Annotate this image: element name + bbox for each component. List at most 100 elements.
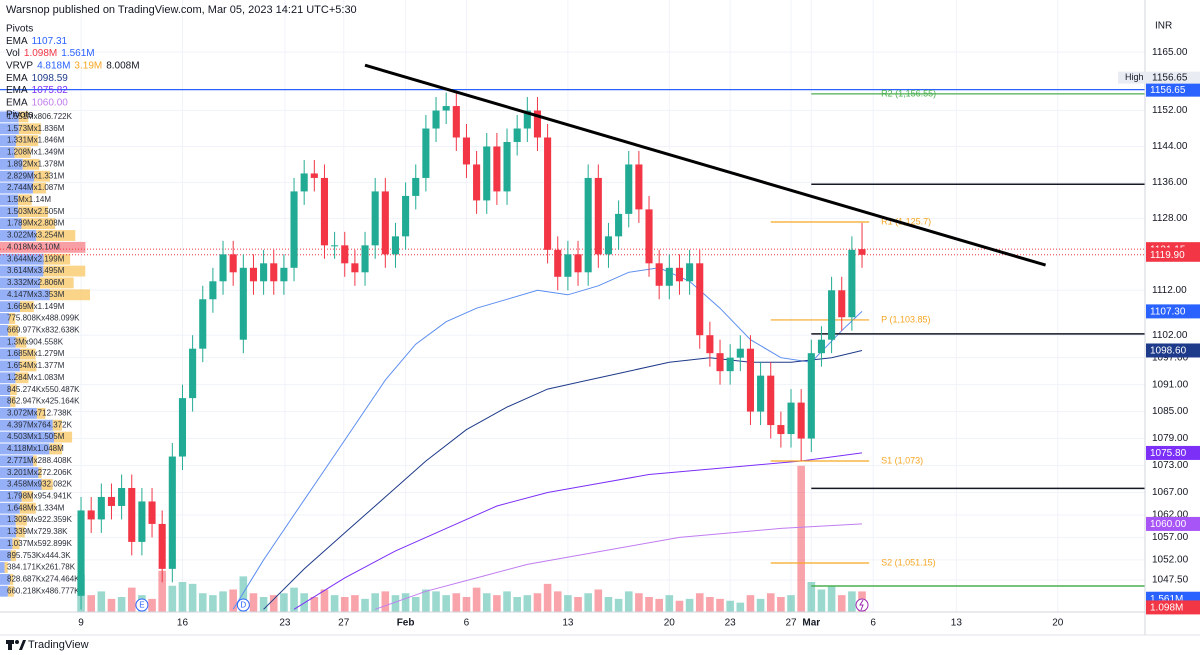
profile-label: 1.339Mx729.38K (7, 527, 68, 536)
x-tick-label: 27 (785, 618, 797, 629)
candle-body (858, 249, 866, 255)
profile-down (49, 289, 90, 301)
volume-bar (391, 595, 400, 612)
high-tag-bg (1118, 71, 1200, 84)
volume-bar (604, 597, 613, 612)
profile-up (0, 147, 15, 158)
profile-up (0, 443, 50, 455)
volume-bar (787, 595, 795, 612)
event-label: E (139, 601, 144, 610)
candle-body (594, 177, 602, 255)
profile-up (0, 336, 16, 348)
candle-body (239, 267, 247, 340)
volume-bar (411, 597, 420, 612)
profile-down (18, 206, 49, 218)
x-tick-label: 23 (725, 618, 737, 629)
candle-body (706, 335, 714, 354)
x-tick-label: 20 (664, 618, 676, 629)
volume-bar (198, 593, 207, 612)
profile-label: 4.503Mx1.505M (7, 432, 65, 441)
candle-body (807, 353, 815, 439)
candle-body (473, 164, 481, 201)
volume-bar (817, 589, 826, 612)
candle-body (493, 146, 501, 192)
profile-label: 669.977Kx832.638K (7, 325, 80, 334)
candle-body (219, 254, 227, 282)
legend-value: 4.818M (37, 61, 70, 72)
volume-bar (746, 595, 755, 612)
volume-bar (685, 598, 694, 612)
profile-down (43, 265, 86, 277)
profile-label: 4.147Mx3.353M (7, 290, 65, 299)
profile-down (7, 585, 14, 597)
x-tick-label: 13 (951, 618, 963, 629)
candle-body (361, 245, 369, 273)
logo-part (15, 640, 19, 644)
y-tick-label: 1091.00 (1152, 379, 1189, 390)
profile-down (15, 514, 27, 526)
profile-down (15, 372, 29, 384)
profile-up (0, 218, 22, 230)
candle-body (523, 110, 531, 129)
candle-body (757, 375, 765, 412)
profile-label: 1.648Mx1.334M (7, 503, 65, 512)
time-axis-bg (0, 612, 1200, 655)
price-axis-bg (1145, 0, 1200, 655)
x-tick-label: 16 (177, 618, 189, 629)
profile-label: 3.644Mx2.199M (7, 254, 65, 263)
candle-body (838, 290, 846, 318)
profile-up (0, 182, 33, 194)
profile-down (54, 431, 73, 443)
volume-bar (827, 585, 836, 612)
candle-body (828, 290, 836, 340)
y-tick-label: 1052.00 (1152, 555, 1189, 566)
price-badge-bg (1146, 343, 1200, 358)
y-tick-label: 1073.00 (1152, 460, 1189, 471)
profile-label: 4.118Mx1.048M (7, 444, 64, 453)
volume-bar (513, 597, 521, 612)
price-badge-bg (1146, 516, 1200, 531)
profile-label: 1.5Mx1.14M (7, 195, 51, 204)
profile-up (0, 241, 49, 253)
volume-bar (574, 597, 582, 612)
profile-up (0, 372, 16, 384)
candle-body (189, 348, 197, 399)
legend-name: EMA (6, 85, 28, 96)
volume-bar (351, 595, 359, 612)
profile-down (33, 455, 37, 467)
profile-down (19, 502, 36, 514)
profile-up (0, 550, 11, 562)
candle-body (270, 263, 278, 282)
pivot-label: R1 (1,125.7) (881, 216, 931, 226)
profile-up (0, 313, 10, 324)
x-tick-label: Feb (397, 618, 415, 629)
ema-line (375, 523, 863, 610)
profile-label: 862.947Kx425.164K (7, 397, 80, 406)
candle-body (625, 164, 633, 214)
volume-bar (432, 591, 440, 612)
volume-bar (645, 597, 653, 612)
volume-bar (97, 591, 106, 612)
candle-body (118, 487, 126, 506)
event-marker (135, 598, 149, 612)
profile-down (20, 301, 34, 313)
x-tick-label: Mar (802, 618, 820, 629)
pivot-label: S1 (1,073) (881, 455, 923, 465)
profile-label: 1.503Mx2.505M (7, 207, 65, 216)
candle-body (351, 263, 359, 273)
legend-value: 1.098M (24, 48, 57, 59)
profile-label: 2.829Mx1.331M (7, 171, 65, 180)
volume-bar (209, 595, 217, 612)
profile-down (14, 147, 31, 158)
volume-bar (837, 595, 846, 612)
candle-body (87, 510, 95, 520)
volume-bar (168, 585, 177, 612)
volume-bar (553, 591, 562, 612)
volume-bar (756, 598, 765, 612)
grid (0, 0, 1145, 612)
candle-body (209, 281, 217, 300)
profile-up (0, 396, 11, 407)
profile-down (10, 384, 17, 396)
currency: INR (1155, 21, 1172, 32)
